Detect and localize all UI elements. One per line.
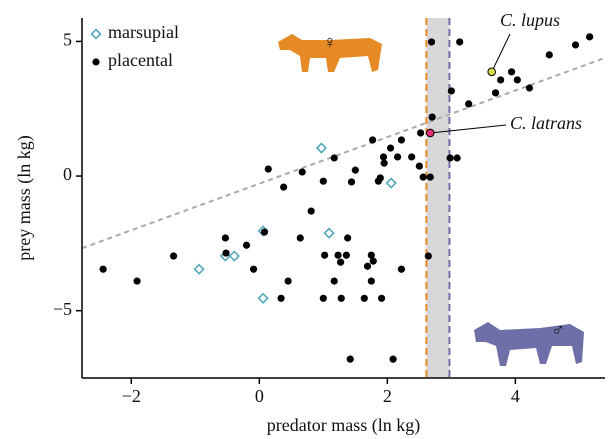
point <box>260 228 269 236</box>
point <box>369 257 377 265</box>
point <box>446 154 454 162</box>
point <box>491 89 500 97</box>
point <box>417 129 425 137</box>
point <box>351 166 359 174</box>
point <box>428 113 436 121</box>
sex-symbol: ♂ <box>551 320 565 340</box>
point <box>374 177 382 185</box>
point <box>465 100 473 108</box>
point <box>298 168 306 176</box>
point <box>415 162 423 170</box>
shaded-band <box>426 18 450 378</box>
point <box>242 241 251 249</box>
point <box>419 173 427 181</box>
legend-label: placental <box>108 50 173 70</box>
legend-label: marsupial <box>108 22 179 42</box>
point <box>307 207 315 215</box>
y-tick-label: 0 <box>63 164 72 184</box>
point <box>257 292 269 304</box>
point <box>426 173 434 181</box>
point <box>284 277 292 285</box>
point <box>571 41 580 49</box>
point <box>424 252 432 260</box>
point <box>379 153 388 161</box>
point <box>337 258 345 266</box>
point <box>193 263 205 275</box>
point <box>319 294 327 302</box>
point <box>507 68 516 76</box>
point <box>380 159 388 167</box>
point <box>386 144 395 152</box>
point <box>377 294 386 302</box>
legend-marker <box>92 58 100 66</box>
point <box>447 87 455 95</box>
annotation-leader <box>430 124 507 134</box>
highlight-point <box>487 67 496 77</box>
legend-marker <box>90 28 102 40</box>
annotation: C. latrans <box>510 113 582 133</box>
x-tick-label: 0 <box>255 386 264 406</box>
point <box>346 355 354 363</box>
x-tick-label: −2 <box>122 386 141 406</box>
point <box>330 154 338 162</box>
x-tick-label: 2 <box>383 386 392 406</box>
x-tick-label: 4 <box>511 386 520 406</box>
point <box>347 178 356 186</box>
point <box>222 249 230 257</box>
point <box>342 251 350 259</box>
point <box>545 51 553 59</box>
y-tick-label: 5 <box>63 30 72 50</box>
point <box>513 76 521 84</box>
point <box>360 294 368 302</box>
point <box>169 252 178 260</box>
point <box>249 265 258 273</box>
y-tick-label: −5 <box>53 299 72 319</box>
point <box>367 251 375 259</box>
point <box>99 265 107 273</box>
point <box>427 38 436 46</box>
point <box>321 251 329 259</box>
highlight-point <box>425 128 435 138</box>
sex-symbol: ♀ <box>323 32 337 52</box>
annotation: C. lupus <box>500 10 560 30</box>
trend-line <box>81 56 606 250</box>
point <box>319 177 327 185</box>
point <box>397 265 406 273</box>
point <box>344 234 352 242</box>
x-axis-label: predator mass (ln kg) <box>267 415 420 436</box>
point <box>393 153 402 161</box>
point <box>228 250 240 262</box>
point <box>408 153 416 161</box>
point <box>363 262 372 270</box>
point <box>323 227 335 239</box>
point <box>389 355 397 363</box>
point <box>296 234 304 242</box>
point <box>525 84 534 92</box>
point <box>133 277 141 285</box>
annotation-leader <box>491 33 511 73</box>
point <box>330 277 338 285</box>
point <box>337 294 345 302</box>
point <box>586 33 594 41</box>
point <box>497 76 505 84</box>
female-silhouette <box>278 34 382 72</box>
point <box>367 277 375 285</box>
point <box>385 177 397 189</box>
point <box>456 38 464 46</box>
point <box>397 136 406 144</box>
point <box>369 136 377 144</box>
male-silhouette <box>474 322 584 366</box>
point <box>277 294 285 302</box>
point <box>453 154 461 162</box>
point <box>334 251 342 259</box>
point <box>315 142 327 154</box>
point <box>221 234 229 242</box>
y-axis-label: prey mass (ln kg) <box>14 135 35 260</box>
point <box>280 183 288 191</box>
point <box>264 165 272 173</box>
